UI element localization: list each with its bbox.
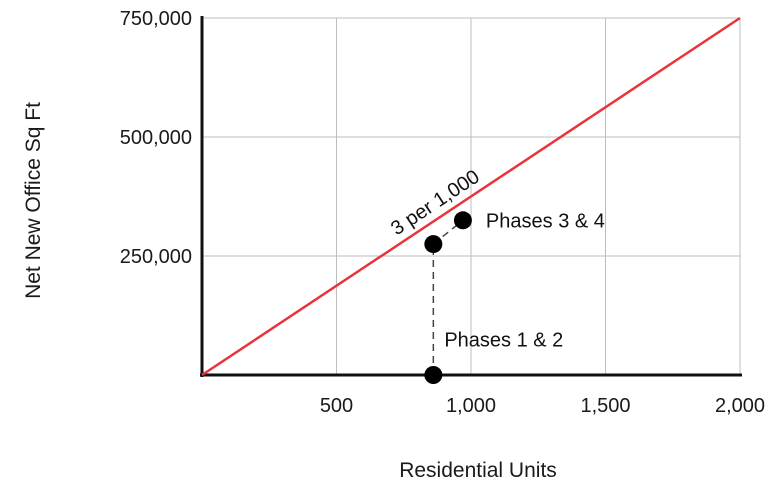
x-tick-label-1: 1,000 (446, 395, 496, 417)
y-axis-title: Net New Office Sq Ft (22, 102, 45, 299)
data-point-0 (424, 366, 443, 384)
x-tick-label-3: 2,000 (715, 395, 765, 417)
annotation-phases-1-2: Phases 1 & 2 (444, 329, 563, 351)
data-point-1 (424, 235, 443, 254)
reference-line-label: 3 per 1,000 (387, 166, 483, 240)
x-axis-title: Residential Units (399, 459, 557, 482)
annotation-phases-3-4: Phases 3 & 4 (486, 210, 605, 232)
reference-line-group (201, 16, 741, 377)
y-tick-label-1: 500,000 (120, 127, 192, 149)
x-tick-label-2: 1,500 (580, 395, 630, 417)
x-tick-label-0: 500 (320, 395, 353, 417)
data-points (424, 211, 472, 384)
reference-line (201, 16, 741, 377)
grid-lines (202, 17, 741, 375)
labels: 500 1,000 1,500 2,000 250,000 500,000 750,000 R… (22, 8, 765, 482)
axes (200, 16, 742, 377)
y-tick-label-2: 750,000 (120, 8, 192, 30)
data-point-2 (453, 211, 472, 230)
y-tick-label-0: 250,000 (120, 246, 192, 268)
